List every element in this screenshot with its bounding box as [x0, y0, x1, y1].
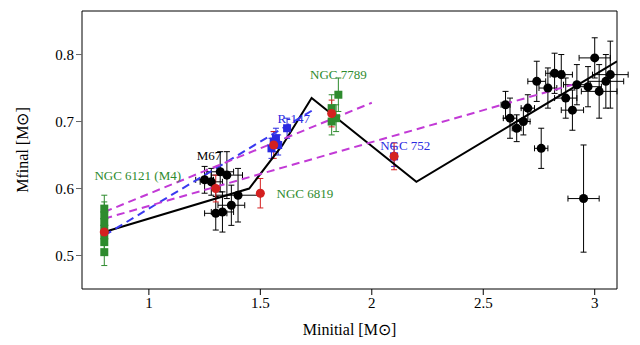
svg-text:0.6: 0.6 [55, 181, 74, 197]
svg-text:NGC 7789: NGC 7789 [310, 67, 367, 82]
svg-text:1.5: 1.5 [251, 295, 270, 311]
svg-text:2: 2 [368, 295, 376, 311]
svg-text:NGC 6819: NGC 6819 [277, 186, 334, 201]
svg-text:3: 3 [591, 295, 599, 311]
svg-text:2.5: 2.5 [474, 295, 493, 311]
svg-text:0.8: 0.8 [55, 47, 74, 63]
svg-text:0.5: 0.5 [55, 248, 74, 264]
svg-text:NGC 6121 (M4): NGC 6121 (M4) [94, 168, 181, 183]
svg-text:R-147: R-147 [278, 111, 311, 126]
svg-text:Mfinal [M⊙]: Mfinal [M⊙] [14, 107, 31, 192]
svg-text:M67: M67 [197, 148, 222, 163]
svg-text:Minitial [M⊙]: Minitial [M⊙] [303, 321, 396, 338]
svg-text:0.7: 0.7 [55, 114, 74, 130]
svg-text:NGC 752: NGC 752 [380, 138, 430, 153]
svg-text:1: 1 [145, 295, 153, 311]
